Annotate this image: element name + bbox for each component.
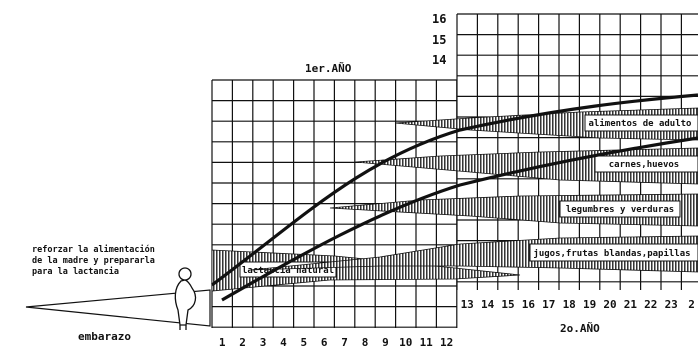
year2-header: 2o.AÑO xyxy=(560,322,600,335)
year1-month-numbers: 1 2 3 4 5 6 7 8 9 10 11 12 xyxy=(219,336,453,349)
month-number: 12 xyxy=(440,336,453,349)
year2-month-numbers: 13 14 15 16 17 18 19 20 21 22 23 2 xyxy=(461,298,695,311)
month-number: 14 xyxy=(481,298,495,311)
embarazo-label: embarazo xyxy=(78,330,131,343)
month-number: 3 xyxy=(260,336,267,349)
month-number: 2 xyxy=(688,298,695,311)
month-number: 15 xyxy=(501,298,514,311)
month-number: 11 xyxy=(420,336,434,349)
month-number: 20 xyxy=(603,298,616,311)
month-number: 1 xyxy=(219,336,226,349)
month-number: 19 xyxy=(583,298,596,311)
band-alimentos: alimentos de adulto xyxy=(394,107,698,141)
y-label-15: 15 xyxy=(432,33,446,47)
band-label-lactancia: lactancia natural xyxy=(242,265,334,276)
month-number: 10 xyxy=(399,336,412,349)
month-number: 23 xyxy=(665,298,678,311)
month-number: 22 xyxy=(644,298,657,311)
y-label-16: 16 xyxy=(432,12,446,26)
month-number: 17 xyxy=(542,298,555,311)
month-number: 18 xyxy=(563,298,576,311)
month-number: 5 xyxy=(300,336,307,349)
month-number: 13 xyxy=(461,298,474,311)
month-number: 16 xyxy=(522,298,536,311)
band-label-legumbres: legumbres y verduras xyxy=(566,205,674,215)
band-carnes: carnes,huevos xyxy=(354,147,698,185)
embarazo-wedge xyxy=(25,289,211,327)
band-legumbres: legumbres y verduras xyxy=(329,193,698,227)
band-label-alimentos: alimentos de adulto xyxy=(589,118,692,129)
growth-curve-upper xyxy=(211,93,698,287)
month-number: 6 xyxy=(321,336,328,349)
note-line-3: para la lactancia xyxy=(32,266,119,277)
month-number: 9 xyxy=(382,336,389,349)
month-number: 7 xyxy=(341,336,348,349)
band-label-carnes: carnes,huevos xyxy=(609,160,679,170)
year1-header: 1er.AÑO xyxy=(305,62,352,75)
month-number: 21 xyxy=(624,298,638,311)
y-label-14: 14 xyxy=(432,53,446,67)
month-number: 8 xyxy=(362,336,369,349)
band-label-jugos: jugos,frutas blandas,papillas xyxy=(533,248,690,259)
band-jugos: jugos,frutas blandas,papillas xyxy=(249,235,698,273)
growth-curve-lower xyxy=(221,136,698,302)
month-number: 2 xyxy=(239,336,246,349)
month-number: 4 xyxy=(280,336,287,349)
note-line-2: de la madre y prepararla xyxy=(32,256,155,266)
note-line-1: reforzar la alimentación xyxy=(32,244,155,255)
pregnant-woman-figure xyxy=(174,267,197,330)
